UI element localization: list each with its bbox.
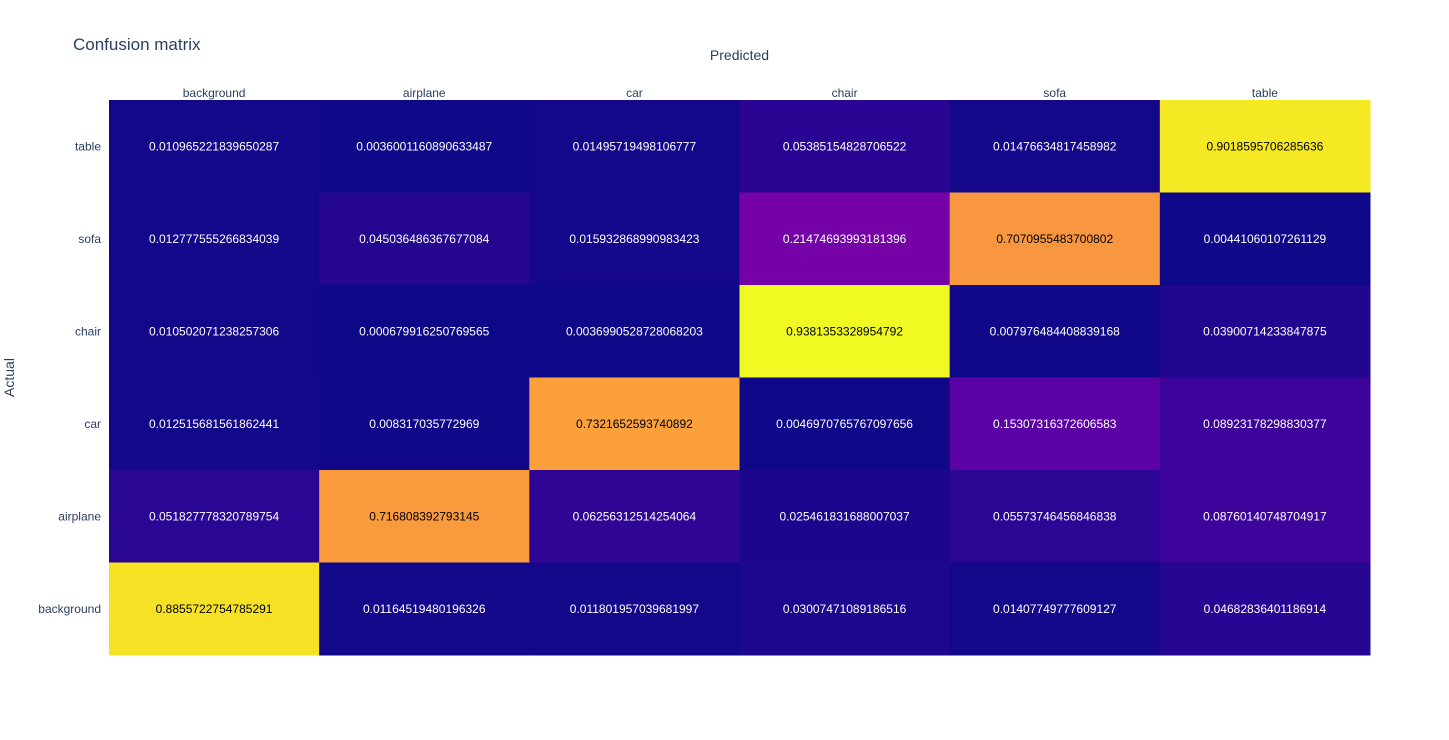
heatmap-cell [739, 100, 951, 193]
cell-value-label: 0.0046970765767097656 [776, 417, 913, 431]
heatmap-cell [319, 192, 530, 286]
heatmap-cell [529, 192, 740, 286]
y-tick-labels: table sofa chair car airplane background [38, 139, 101, 616]
heatmap-cell [949, 562, 1161, 656]
cell-value-label: 0.9018595706285636 [1207, 139, 1324, 153]
y-tick-label: car [84, 417, 101, 431]
heatmap-cell [1159, 377, 1371, 471]
heatmap-cell [949, 470, 1161, 563]
cell-value-label: 0.0036001160890633487 [356, 139, 492, 153]
cell-value-label: 0.012777555266834039 [149, 232, 279, 246]
cell-value-label: 0.21474693993181396 [783, 232, 907, 246]
y-tick-label: chair [75, 324, 101, 338]
heatmap-cell [529, 100, 740, 193]
cell-value-label: 0.01164519480196326 [363, 602, 486, 616]
y-tick-label: sofa [78, 232, 101, 246]
cell-value-label: 0.716808392793145 [369, 509, 479, 523]
cell-value-label: 0.15307316372606583 [993, 417, 1117, 431]
heatmap-cell [739, 377, 951, 471]
y-axis-title: Actual [1, 358, 17, 397]
heatmap-cell [109, 100, 320, 193]
heatmap-cell [739, 192, 951, 286]
cell-value-label: 0.007976484408839168 [990, 324, 1120, 338]
x-tick-label: background [183, 86, 246, 100]
x-tick-label: sofa [1043, 86, 1066, 100]
y-tick-label: airplane [58, 509, 101, 523]
cell-value-label: 0.051827778320789754 [149, 509, 279, 523]
x-tick-labels: background airplane car chair sofa table [183, 86, 1279, 100]
heatmap-cell [1159, 470, 1371, 563]
heatmap-cell [319, 377, 530, 471]
y-tick-label: background [38, 602, 101, 616]
heatmap-cell [109, 377, 320, 471]
cell-value-label: 0.010965221839650287 [149, 139, 279, 153]
cell-value-label: 0.015932868990983423 [569, 232, 699, 246]
heatmap-cell [1159, 285, 1371, 378]
heatmap-cell [1159, 100, 1371, 193]
x-tick-label: table [1252, 86, 1278, 100]
heatmap-cell [109, 470, 320, 563]
cell-value-label: 0.7321652593740892 [576, 417, 693, 431]
cell-value-label: 0.04682836401186914 [1204, 602, 1327, 616]
x-axis-title: Predicted [710, 47, 769, 63]
cell-value-label: 0.0036990528728068203 [566, 324, 703, 338]
heatmap-cell [739, 285, 951, 378]
heatmap-cell [949, 285, 1161, 378]
heatmap-cell [529, 470, 740, 563]
cell-value-label: 0.08923178298830377 [1203, 417, 1327, 431]
cell-value-label: 0.008317035772969 [369, 417, 479, 431]
cell-value-label: 0.7070955483700802 [996, 232, 1113, 246]
heatmap-cell [529, 377, 740, 471]
heatmap-cell [109, 562, 320, 656]
chart-title: Confusion matrix [73, 35, 201, 54]
heatmap-cell [739, 470, 951, 563]
cell-value-label: 0.05573746456846838 [993, 509, 1117, 523]
x-tick-label: airplane [403, 86, 446, 100]
heatmap-cell [739, 562, 951, 656]
cell-value-label: 0.01476634817458982 [993, 139, 1117, 153]
cell-value-label: 0.05385154828706522 [783, 139, 907, 153]
heatmap-cell [949, 192, 1161, 286]
cell-value-label: 0.012515681561862441 [149, 417, 279, 431]
x-tick-label: chair [832, 86, 858, 100]
cell-value-label: 0.01407749777609127 [993, 602, 1117, 616]
heatmap-cell [1159, 562, 1371, 656]
heatmap-cell [949, 100, 1161, 193]
cell-value-label: 0.045036486367677084 [359, 232, 489, 246]
heatmap-cells: 0.010965221839650287 0.003600116089063348… [109, 100, 1371, 656]
heatmap-cell [109, 192, 320, 286]
cell-value-label: 0.9381353328954792 [786, 324, 903, 338]
cell-value-label: 0.011801957039681997 [570, 602, 700, 616]
cell-value-label: 0.025461831688007037 [780, 509, 910, 523]
heatmap-cell [949, 377, 1161, 471]
cell-value-label: 0.06256312514254064 [573, 509, 697, 523]
cell-value-label: 0.010502071238257306 [149, 324, 279, 338]
heatmap-cell [1159, 192, 1371, 286]
heatmap-cell [529, 562, 740, 656]
cell-value-label: 0.00441060107261129 [1204, 232, 1327, 246]
cell-value-label: 0.01495719498106777 [573, 139, 697, 153]
cell-value-label: 0.03900714233847875 [1203, 324, 1327, 338]
y-tick-label: table [75, 139, 101, 153]
heatmap-cell [319, 470, 530, 563]
x-tick-label: car [626, 86, 643, 100]
heatmap-cell [319, 100, 530, 193]
heatmap-cell [529, 285, 740, 378]
heatmap-cell [319, 285, 530, 378]
cell-value-label: 0.8855722754785291 [156, 602, 273, 616]
heatmap-cell [109, 285, 320, 378]
cell-value-label: 0.08760140748704917 [1203, 509, 1327, 523]
cell-value-label: 0.03007471089186516 [783, 602, 907, 616]
heatmap-cell [319, 562, 530, 656]
cell-value-label: 0.000679916250769565 [359, 324, 489, 338]
